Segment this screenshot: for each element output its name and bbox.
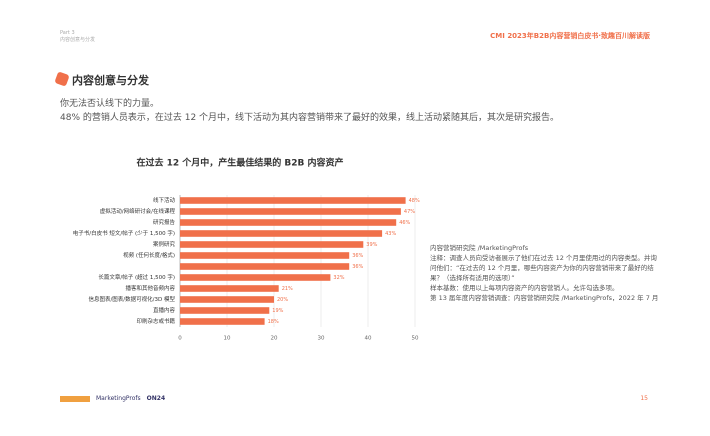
x-tick-label: 30: [318, 336, 325, 342]
y-tick-label: 直播内容: [153, 306, 176, 314]
bar: [180, 219, 397, 226]
bar: [180, 197, 406, 204]
value-label: 20%: [277, 297, 288, 303]
bar: [180, 318, 265, 325]
doc-title: CMI 2023年B2B内容营销白皮书·致趣百川解读版: [490, 32, 650, 40]
x-tick-label: 10: [224, 336, 231, 342]
y-tick-label: 线下活动: [153, 196, 176, 204]
value-label: 46%: [399, 220, 410, 226]
bar: [180, 208, 401, 215]
source: 内容营销研究院 /MarketingProfs: [430, 244, 529, 252]
value-label: 19%: [272, 308, 283, 314]
y-tick-label: 视频 (任何长度/格式): [123, 251, 175, 259]
lead: 你无法否认线下的力量。: [60, 99, 160, 109]
value-label: 32%: [333, 275, 344, 281]
lead-text: 48% 的营销人员表示，在过去 12 个月中，线下活动为其内容营销带来了最好的效…: [60, 113, 560, 123]
bar: [180, 296, 274, 303]
bar: [180, 285, 279, 292]
notes: 内容营销研究院 /MarketingProfs 注释：调查人员向受访者展示了他们…: [430, 243, 660, 303]
value-label: 39%: [366, 242, 377, 248]
y-tick-label: 虚拟活动/网络研讨会/在线课程: [100, 207, 176, 215]
bar: [180, 230, 383, 237]
footer-logos: MarketingProfs ON24: [60, 395, 165, 402]
section-title: 内容创意与分发: [72, 74, 149, 87]
survey: 第 13 届年度内容营销调查：内容营销研究院 /MarketingProfs，2…: [430, 294, 659, 302]
y-tick-label: 信息图表/图表/数据可视化/3D 模型: [88, 295, 175, 303]
bar: [180, 263, 350, 270]
page-number: 15: [640, 395, 648, 402]
chart-title: 在过去 12 个月中，产生最佳结果的 B2B 内容资产: [136, 157, 343, 169]
x-tick-label: 0: [178, 336, 182, 342]
x-tick-label: 40: [365, 336, 372, 342]
base: 样本基数：使用以上每项内容资产的内容营销人。允许勾选多项。: [430, 284, 619, 292]
y-tick-label: 播客和其他音频内容: [125, 284, 175, 292]
part: Part 3: [60, 30, 75, 36]
value-label: 36%: [352, 264, 363, 270]
part-title: 内容创意与分发: [60, 37, 96, 43]
value-label: 47%: [404, 209, 415, 215]
y-tick-label: 案例研究: [153, 240, 176, 248]
logo: MarketingProfs: [96, 395, 141, 402]
y-tick-label: 电子书/白皮书 短文/帖子 (少于 1,500 字): [73, 229, 175, 237]
note: 注释：调查人员向受访者展示了他们在过去 12 个月里使用过的内容类型。并询问他们…: [430, 254, 657, 282]
logo: ON24: [146, 395, 166, 402]
value-label: 43%: [385, 231, 396, 237]
x-tick-label: 50: [412, 336, 419, 342]
value-label: 21%: [282, 286, 293, 292]
y-tick-label: 印刷杂志或书籍: [136, 317, 175, 325]
value-label: 18%: [268, 319, 279, 325]
y-tick-label: 研究报告: [153, 218, 176, 226]
bar: [180, 307, 270, 314]
y-tick-label: 长篇文章/帖子 (超过 1,500 字): [98, 273, 175, 281]
bar: [180, 252, 350, 259]
value-label: 36%: [352, 253, 363, 259]
value-label: 48%: [409, 198, 420, 204]
bar: [180, 241, 364, 248]
x-tick-label: 20: [271, 336, 278, 342]
part-label: Part 3 内容创意与分发: [60, 30, 95, 44]
logo-block: [60, 395, 90, 402]
bar: [180, 274, 331, 281]
